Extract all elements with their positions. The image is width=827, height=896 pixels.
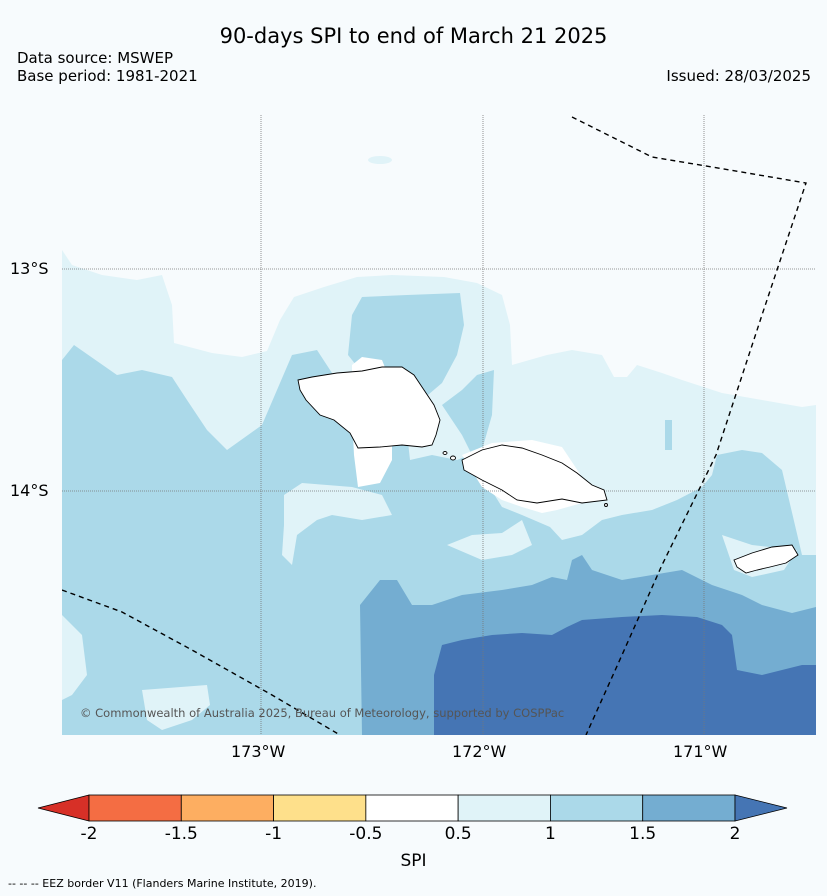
lat-label-14s: 14°S xyxy=(10,481,49,500)
savaii-island xyxy=(297,366,441,449)
colorbar-label: SPI xyxy=(400,851,427,871)
colorbar-tick-label: 1.5 xyxy=(629,824,657,844)
colorbar-tick-label: -2 xyxy=(80,824,98,844)
source-info: Data source: MSWEP Base period: 1981-202… xyxy=(17,49,198,85)
colorbar-box xyxy=(273,794,367,822)
colorbar-low-extend xyxy=(37,794,90,822)
colorbar-tick-label: -0.5 xyxy=(349,824,383,844)
colorbar-tick-label: 2 xyxy=(729,824,741,844)
colorbar-box xyxy=(642,794,736,822)
spi-class-0.5-1 xyxy=(447,520,532,560)
upolu-island xyxy=(461,444,608,504)
spi-class-0.5-1 xyxy=(62,615,87,700)
colorbar-box xyxy=(180,794,274,822)
spi-class-0.5-1 xyxy=(142,685,210,730)
spi-map xyxy=(62,115,816,735)
colorbar-box xyxy=(457,794,551,822)
lon-label-172w: 172°W xyxy=(452,742,507,761)
manono-island xyxy=(442,451,448,455)
lon-label-173w: 173°W xyxy=(231,742,286,761)
spi-class-0.5-1 xyxy=(282,483,392,565)
apolima-island xyxy=(450,455,456,461)
graticule xyxy=(62,115,816,735)
colorbar-tick-label: -1 xyxy=(265,824,283,844)
map-title: 90-days SPI to end of March 21 2025 xyxy=(219,24,608,48)
colorbar-tick-label: -1.5 xyxy=(164,824,198,844)
samoa-coastline xyxy=(297,366,799,574)
spi-class-above-2 xyxy=(434,615,816,735)
colorbar-box xyxy=(550,794,644,822)
colorbar-tick-label: 1 xyxy=(545,824,556,844)
colorbar-high-extend xyxy=(734,794,788,822)
tutuila-island xyxy=(733,544,799,574)
base-period: Base period: 1981-2021 xyxy=(17,67,198,85)
colorbar-box xyxy=(88,794,182,822)
colorbar-tick-label: 0.5 xyxy=(444,824,472,844)
issued-date: Issued: 28/03/2025 xyxy=(666,67,811,85)
lat-label-13s: 13°S xyxy=(10,259,49,278)
colorbar-box xyxy=(365,794,459,822)
eez-border xyxy=(62,116,807,735)
lon-label-171w: 171°W xyxy=(673,742,728,761)
colorbar xyxy=(37,794,788,822)
copyright-notice: © Commonwealth of Australia 2025, Bureau… xyxy=(80,706,565,720)
eez-footnote: -- -- -- EEZ border V11 (Flanders Marine… xyxy=(8,877,317,890)
data-source: Data source: MSWEP xyxy=(17,49,174,67)
